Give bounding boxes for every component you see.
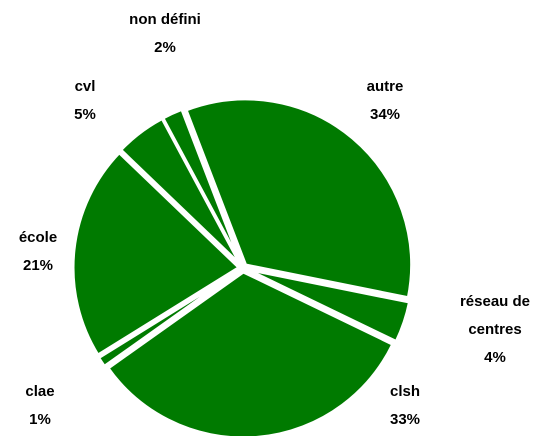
slice-label: école 21% [0, 224, 98, 280]
slice-label: non défini 2% [105, 6, 225, 62]
pie-slice [160, 107, 243, 266]
pie-slice [105, 270, 395, 436]
category-name: réseau de centres [459, 293, 531, 338]
category-name: clae [25, 383, 55, 400]
slice-label: réseau de centres 4% [440, 288, 549, 372]
value-label: 33% [389, 411, 421, 428]
pie-slice [96, 268, 241, 369]
category-name: clsh [389, 383, 420, 400]
slice-label: clae 1% [0, 378, 100, 434]
value-label: 4% [484, 349, 506, 366]
value-label: 5% [74, 106, 96, 123]
category-name: autre [366, 78, 404, 95]
category-name: cvl [74, 78, 96, 95]
value-label: 2% [154, 39, 176, 56]
slice-label: cvl 5% [25, 73, 145, 129]
value-label: 34% [369, 106, 401, 123]
category-name: école [18, 229, 58, 246]
value-label: 21% [22, 257, 54, 274]
value-label: 1% [29, 411, 51, 428]
pie-slice [184, 97, 414, 300]
pie-slice [246, 267, 412, 344]
slice-label: autre 34% [325, 73, 445, 129]
pie-slice [71, 150, 242, 358]
slice-label: clsh 33% [345, 378, 465, 434]
category-name: non défini [129, 11, 201, 28]
